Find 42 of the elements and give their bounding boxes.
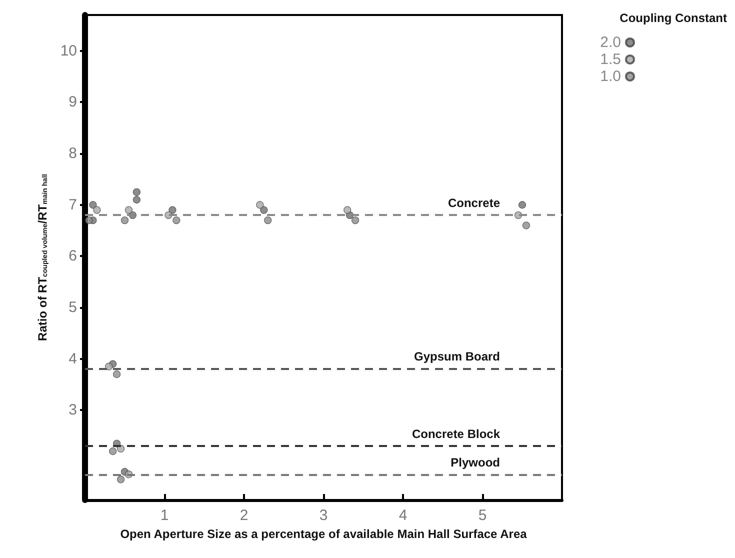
- x-tick-label: 1: [160, 507, 169, 524]
- y-tick-label: 5: [68, 299, 77, 316]
- point: [264, 216, 272, 224]
- point: [256, 201, 264, 209]
- y-tick-label: 3: [68, 402, 77, 419]
- point: [105, 362, 113, 370]
- point: [85, 216, 93, 224]
- legend-label: 1.0: [600, 68, 621, 85]
- point: [352, 216, 360, 224]
- y-tick-label: 10: [60, 42, 77, 60]
- ref-line-label: Concrete: [448, 196, 500, 210]
- ref-line-label: Concrete Block: [412, 427, 500, 442]
- point: [116, 476, 125, 484]
- point: [132, 188, 140, 196]
- x-tick-label: 2: [240, 507, 248, 524]
- point: [124, 206, 133, 214]
- ref-line-label: Plywood: [450, 455, 500, 470]
- point: [93, 206, 101, 214]
- legend-label: 2.0: [600, 34, 621, 51]
- point: [172, 216, 180, 224]
- y-tick-label: 7: [68, 196, 77, 214]
- point: [132, 196, 140, 204]
- point: [89, 201, 97, 209]
- x-tick-label: 5: [478, 507, 487, 524]
- point: [518, 201, 526, 209]
- point: [344, 206, 352, 214]
- point: [168, 206, 176, 214]
- point: [260, 206, 268, 214]
- y-tick-label: 9: [68, 94, 77, 111]
- point: [113, 370, 121, 378]
- x-tick-label: 3: [319, 507, 328, 524]
- y-tick-label: 8: [68, 145, 77, 162]
- x-tick-label: 4: [398, 507, 408, 524]
- point: [109, 447, 117, 456]
- point: [522, 222, 530, 230]
- legend-label: 1.5: [600, 51, 621, 68]
- point: [120, 216, 129, 224]
- y-tick-label: 6: [68, 248, 77, 265]
- ref-line-label: Gypsum Board: [414, 350, 500, 364]
- legend-title: Coupling Constant: [620, 11, 728, 25]
- y-tick-label: 4: [68, 350, 77, 368]
- x-axis-title: Open Aperture Size as a percentage of available Main Hall Surface Area: [120, 527, 528, 541]
